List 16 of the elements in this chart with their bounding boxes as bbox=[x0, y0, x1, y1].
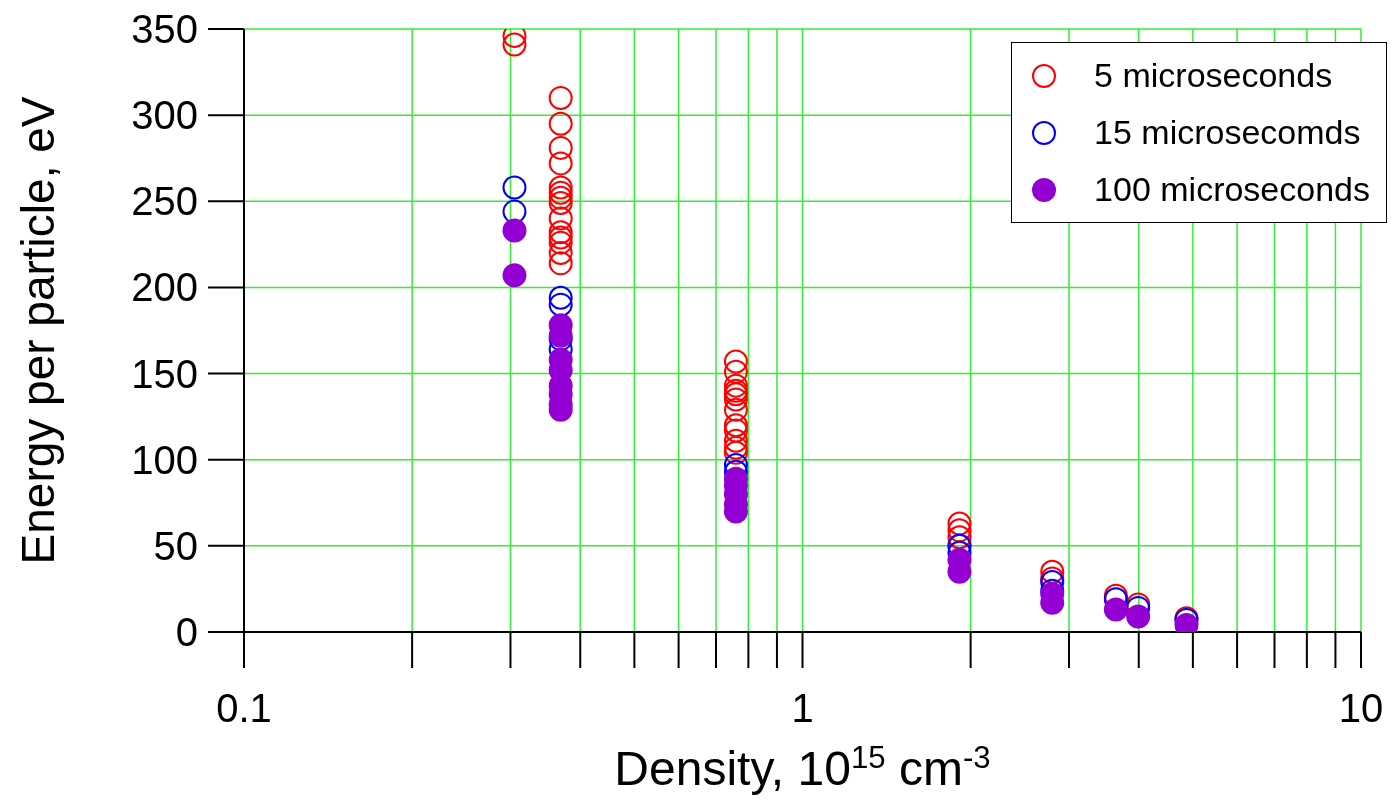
y-tick-label: 100 bbox=[131, 437, 198, 482]
x-axis-title: Density, 10$^{15}$ cm$^{-3}$ bbox=[614, 739, 991, 795]
y-tick-label: 200 bbox=[131, 265, 198, 310]
y-tick-label: 350 bbox=[131, 7, 198, 51]
y-tick-label: 0 bbox=[175, 610, 198, 654]
x-tick-label: 0.1 bbox=[216, 686, 272, 730]
legend-label: 100 microseconds bbox=[1094, 170, 1370, 209]
y-tick-label: 50 bbox=[153, 523, 198, 568]
y-tick-label: 300 bbox=[131, 93, 198, 138]
x-tick-label: 1 bbox=[791, 686, 814, 730]
legend-label: 15 microsecomds bbox=[1094, 113, 1361, 152]
x-tick-label: 10 bbox=[1338, 686, 1384, 730]
y-tick-label: 250 bbox=[131, 179, 198, 224]
y-axis-title: Energy per particle, eV bbox=[12, 96, 64, 565]
y-tick-label: 150 bbox=[131, 351, 198, 396]
legend-label: 5 microseconds bbox=[1094, 56, 1333, 95]
